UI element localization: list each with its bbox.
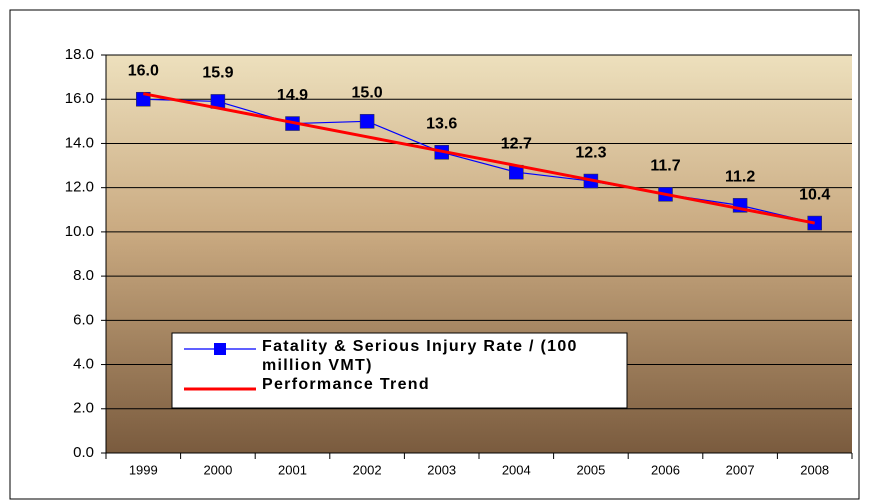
x-tick-label: 2008 <box>800 462 829 477</box>
x-tick-label: 2003 <box>427 462 456 477</box>
data-label: 11.7 <box>650 158 680 175</box>
data-label: 10.4 <box>799 186 830 203</box>
data-label: 11.2 <box>725 169 755 186</box>
data-label: 16.0 <box>128 62 159 79</box>
x-tick-label: 2005 <box>576 462 605 477</box>
y-tick-label: 18.0 <box>65 46 94 63</box>
y-tick-label: 0.0 <box>73 444 94 461</box>
y-tick-label: 12.0 <box>65 179 94 196</box>
legend-labels: Fatality & Serious Injury Rate / (100 mi… <box>262 337 632 394</box>
y-tick-label: 10.0 <box>65 223 94 240</box>
chart-border <box>9 9 860 500</box>
data-label: 12.7 <box>501 135 532 152</box>
series-line <box>143 98 815 224</box>
x-tick-label: 2007 <box>726 462 755 477</box>
legend-box <box>171 332 628 409</box>
data-label: 15.0 <box>352 85 383 102</box>
legend-marker <box>214 343 226 355</box>
x-tick-label: 2004 <box>502 462 531 477</box>
point-marker <box>359 114 375 129</box>
legend-label: Fatality & Serious Injury Rate / (100 mi… <box>262 338 578 374</box>
x-tick-label: 2000 <box>203 462 232 477</box>
legend-label: Performance Trend <box>262 376 430 393</box>
x-tick-label: 2002 <box>353 462 382 477</box>
y-tick-label: 16.0 <box>65 90 94 107</box>
y-tick-label: 2.0 <box>73 400 94 417</box>
data-label: 15.9 <box>202 65 233 82</box>
data-label: 12.3 <box>575 144 606 161</box>
x-tick-label: 2001 <box>278 462 307 477</box>
data-label: 14.9 <box>277 87 308 104</box>
trend-line <box>143 92 815 225</box>
y-tick-label: 4.0 <box>73 356 94 373</box>
y-tick-label: 8.0 <box>73 267 94 284</box>
x-tick-label: 2006 <box>651 462 680 477</box>
data-label: 13.6 <box>426 116 457 133</box>
y-tick-label: 6.0 <box>73 311 94 328</box>
x-tick-label: 1999 <box>129 462 158 477</box>
y-tick-label: 14.0 <box>65 134 94 151</box>
